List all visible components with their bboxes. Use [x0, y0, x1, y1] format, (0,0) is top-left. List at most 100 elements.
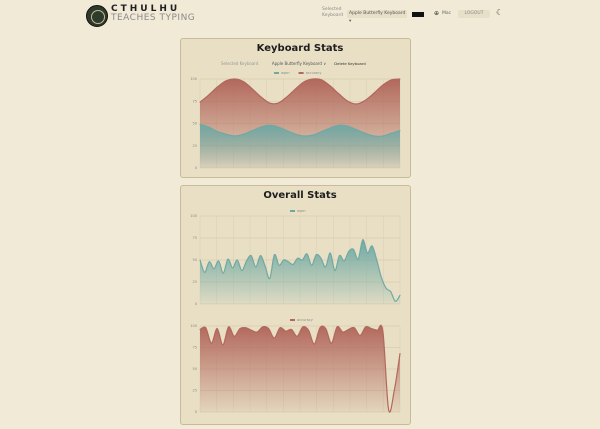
point-wpm [352, 248, 354, 250]
point-accuracy [390, 79, 392, 81]
brand-title[interactable]: CTHULHU [111, 4, 181, 14]
legend-label-accuracy: accuracy [306, 71, 322, 75]
point-wpm [283, 259, 285, 261]
point-accuracy [199, 101, 201, 103]
point-wpm [339, 255, 341, 257]
point-accuracy [399, 78, 401, 80]
panel-keyboard-select[interactable]: Apple Butterfly Keyboard ∨ [271, 61, 327, 66]
y-tick-label: 50 [193, 258, 197, 262]
logout-button[interactable]: LOGOUT [458, 10, 490, 18]
point-accuracy [373, 92, 375, 94]
point-wpm [321, 131, 323, 133]
point-accuracy [376, 329, 378, 331]
color-swatch[interactable] [412, 12, 424, 17]
point-accuracy [205, 327, 207, 329]
point-accuracy [312, 78, 314, 80]
point-wpm [312, 134, 314, 136]
point-accuracy [256, 331, 258, 333]
point-wpm [222, 272, 224, 274]
point-wpm [204, 271, 206, 273]
y-tick-label: 100 [190, 324, 197, 328]
point-accuracy [239, 328, 241, 330]
point-wpm [315, 254, 317, 256]
cthulhu-logo-icon[interactable] [86, 5, 108, 27]
point-wpm [286, 130, 288, 132]
point-wpm [325, 266, 327, 268]
point-wpm [385, 287, 387, 289]
point-wpm [273, 254, 275, 256]
point-accuracy [277, 102, 279, 104]
point-wpm [303, 135, 305, 137]
point-accuracy [279, 327, 281, 329]
point-accuracy [336, 326, 338, 328]
point-wpm [390, 132, 392, 134]
point-accuracy [269, 102, 271, 104]
line-wpm [199, 123, 401, 137]
point-accuracy [250, 329, 252, 331]
point-wpm [348, 250, 350, 252]
point-wpm [264, 265, 266, 267]
point-accuracy [353, 327, 355, 329]
point-wpm [371, 245, 373, 247]
point-wpm [334, 270, 336, 272]
point-wpm [199, 259, 201, 261]
point-accuracy [251, 88, 253, 90]
point-wpm [329, 252, 331, 254]
point-wpm [269, 124, 271, 126]
point-wpm [292, 263, 294, 265]
point-wpm [366, 252, 368, 254]
keyboard-select[interactable]: Apple Butterfly Keyboard ▾ [347, 10, 407, 24]
chart-2: 100 75 50 25 0 wpm [190, 209, 401, 306]
point-wpm [246, 260, 248, 262]
point-accuracy [382, 330, 384, 332]
point-wpm [306, 253, 308, 255]
point-accuracy [233, 335, 235, 337]
moon-icon[interactable]: ☾ [496, 8, 504, 17]
point-wpm [356, 129, 358, 131]
keyboard-stats-title: Keyboard Stats [256, 43, 344, 54]
point-wpm [255, 266, 257, 268]
y-tick-label: 25 [193, 280, 197, 284]
point-accuracy [302, 326, 304, 328]
y-tick-label: 0 [195, 410, 197, 414]
globe-icon[interactable]: ⊕ [434, 10, 440, 17]
point-accuracy [364, 99, 366, 101]
language-select[interactable]: Mac [442, 11, 452, 16]
point-wpm [338, 124, 340, 126]
point-accuracy [228, 326, 230, 328]
point-wpm [227, 258, 229, 260]
chart-3: 100 75 50 25 0 accuracy [190, 318, 401, 414]
point-wpm [213, 268, 215, 270]
legend-swatch-accuracy [298, 72, 304, 74]
point-wpm [259, 255, 261, 257]
y-tick-label: 100 [190, 214, 197, 218]
brand-subtitle[interactable]: TEACHES TYPING [111, 13, 196, 23]
area-accuracy [200, 325, 400, 413]
y-tick-label: 75 [193, 236, 197, 240]
point-wpm [232, 267, 234, 269]
point-wpm [362, 239, 364, 241]
point-wpm [311, 264, 313, 266]
point-accuracy [365, 326, 367, 328]
y-tick-label: 75 [193, 99, 197, 103]
point-accuracy [273, 337, 275, 339]
point-accuracy [370, 328, 372, 330]
point-wpm [399, 130, 401, 132]
chart-1: 100 75 50 25 0 wpm accuracy [190, 71, 401, 170]
delete-keyboard-button[interactable]: Delete Keyboard [334, 61, 366, 66]
y-tick-label: 75 [193, 346, 197, 350]
point-accuracy [382, 84, 384, 86]
point-wpm [295, 133, 297, 135]
legend-swatch-wpm [274, 72, 279, 74]
point-accuracy [388, 408, 390, 410]
point-accuracy [321, 79, 323, 81]
point-accuracy [296, 335, 298, 337]
point-accuracy [222, 344, 224, 346]
top-header: CTHULHU TEACHES TYPING Selected Keyboard… [0, 0, 600, 30]
overall-stats-title: Overall Stats [263, 190, 337, 201]
area-wpm [200, 124, 400, 168]
point-wpm [250, 255, 252, 257]
point-accuracy [286, 96, 288, 98]
point-accuracy [399, 353, 401, 355]
point-wpm [236, 259, 238, 261]
